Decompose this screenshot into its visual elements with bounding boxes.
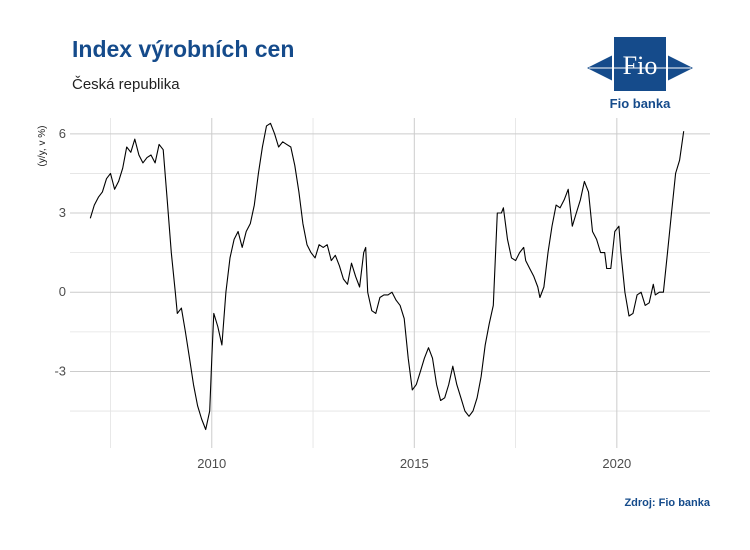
y-axis-label: (y/y, v %) — [37, 126, 48, 167]
y-tick-label: 3 — [59, 205, 66, 220]
source-note: Zdroj: Fio banka — [624, 497, 710, 509]
series-line — [89, 122, 685, 431]
tick-labels: -3 0 3 6 2010 2015 2020 — [54, 126, 631, 471]
fio-logo: Fio Fio banka — [585, 34, 695, 116]
x-tick-label: 2015 — [400, 456, 429, 471]
series-layer — [89, 122, 685, 431]
x-tick-label: 2020 — [602, 456, 631, 471]
chart-title: Index výrobních cen — [72, 36, 295, 62]
x-tick-label: 2010 — [197, 456, 226, 471]
logo-mark-text: Fio — [623, 51, 658, 80]
grid-layer — [70, 118, 710, 448]
logo-name: Fio banka — [609, 96, 671, 111]
y-tick-label: 6 — [59, 126, 66, 141]
chart-subtitle: Česká republika — [72, 76, 180, 93]
y-tick-label: 0 — [59, 284, 66, 299]
fio-logo-mark: Fio — [587, 35, 693, 93]
y-tick-label: -3 — [54, 363, 66, 378]
